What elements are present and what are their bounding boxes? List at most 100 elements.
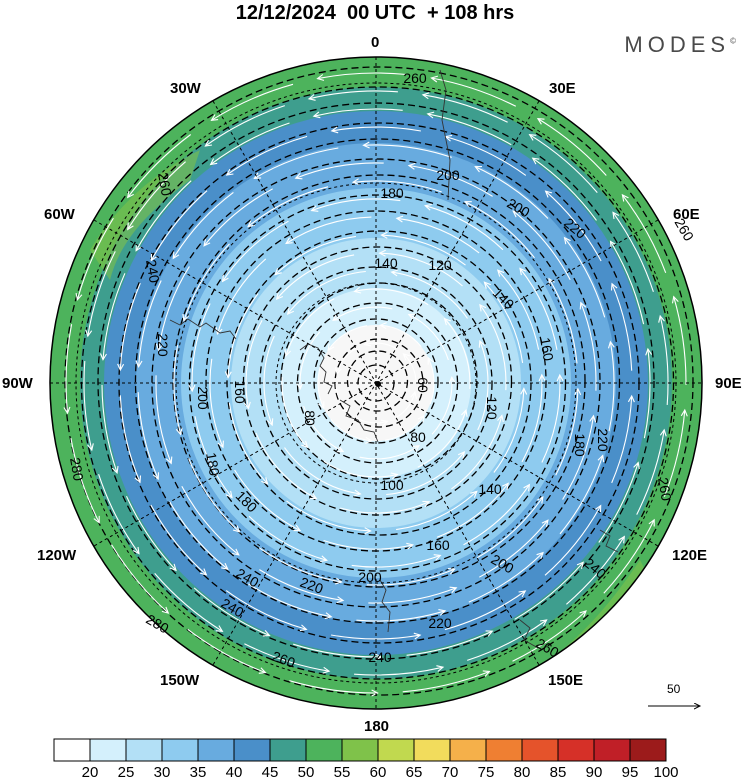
- colorbar-swatch: [629, 738, 667, 762]
- contour-label: 220: [595, 428, 611, 452]
- contour-line: [172, 174, 586, 588]
- lon-label-0: 0: [371, 34, 380, 51]
- streamline: [311, 198, 401, 212]
- reference-vector-label: 50: [667, 682, 681, 696]
- streamline: [621, 194, 667, 273]
- streamline: [544, 505, 602, 576]
- streamline-arrowhead: [449, 586, 458, 594]
- streamline: [83, 361, 93, 451]
- streamline: [636, 429, 665, 515]
- lon-label-30e: 30E: [549, 80, 576, 97]
- modes-logo: MODES©: [624, 32, 736, 58]
- contour-label: 180: [572, 433, 588, 457]
- streamline-arrowhead: [618, 535, 625, 544]
- streamline-arrowhead: [597, 454, 605, 463]
- streamline-arrowhead: [519, 267, 527, 276]
- streamline: [188, 458, 240, 533]
- streamline-arrowhead: [353, 489, 362, 497]
- streamline: [562, 415, 595, 500]
- streamline-arrowhead: [421, 92, 430, 100]
- streamline-arrowhead: [225, 168, 234, 176]
- streamline: [356, 610, 446, 622]
- streamline: [408, 314, 449, 361]
- streamline: [222, 220, 289, 282]
- streamline: [225, 590, 307, 630]
- streamline-arrowhead: [371, 689, 379, 697]
- streamline-arrowhead: [482, 670, 491, 677]
- streamline-arrowhead: [261, 477, 269, 485]
- streamline-arrowhead: [161, 606, 170, 614]
- streamline: [477, 496, 544, 559]
- height-contours: [64, 66, 694, 696]
- streamline-arrowhead: [327, 343, 335, 352]
- contour-label: 200: [358, 569, 382, 585]
- streamline: [210, 122, 290, 165]
- streamline: [580, 302, 597, 391]
- streamline-arrowhead: [332, 314, 340, 321]
- streamline: [293, 643, 382, 658]
- streamline-arrowhead: [336, 445, 345, 453]
- streamline-arrowhead: [318, 401, 325, 410]
- streamline: [444, 590, 526, 631]
- streamline: [354, 288, 429, 306]
- streamline: [281, 377, 308, 448]
- brand-copyright-mark: ©: [730, 36, 736, 46]
- streamline-arrowhead: [363, 339, 372, 347]
- streamline: [512, 610, 587, 662]
- streamline: [403, 353, 417, 384]
- streamline-arrowhead: [426, 111, 435, 119]
- streamline: [417, 410, 467, 468]
- lon-label-120w: 120W: [37, 547, 77, 564]
- streamline-arrowhead: [310, 205, 319, 212]
- colorbar-swatch: [485, 738, 523, 762]
- contour-line: [346, 350, 409, 412]
- contour-label: 260: [655, 476, 675, 502]
- streamline-arrowhead: [483, 281, 491, 289]
- streamline: [226, 135, 308, 176]
- lon-label-180: 180: [364, 718, 390, 735]
- streamline-arrowhead: [390, 269, 399, 277]
- streamline-arrowhead: [478, 339, 486, 348]
- streamline-arrowhead: [274, 268, 282, 276]
- streamline: [183, 243, 230, 321]
- streamline-arrowhead: [390, 472, 399, 480]
- streamline-arrowhead: [75, 292, 83, 301]
- streamline: [363, 144, 452, 158]
- streamline-arrowhead: [204, 139, 213, 147]
- streamline-arrowhead: [299, 624, 308, 632]
- streamline-arrowhead: [284, 349, 291, 357]
- streamline: [431, 377, 453, 435]
- streamline: [332, 306, 393, 321]
- streamline-arrowhead: [364, 527, 372, 535]
- coastline-segment: [299, 343, 333, 395]
- streamline-arrowhead: [150, 253, 158, 262]
- streamline: [519, 268, 558, 350]
- streamline-arrowhead: [63, 406, 71, 415]
- streamline: [76, 217, 114, 300]
- streamline-arrowhead: [286, 307, 295, 315]
- streamline: [287, 270, 366, 315]
- streamline: [187, 628, 266, 674]
- streamline-arrowhead: [309, 492, 318, 500]
- streamline: [150, 190, 208, 261]
- streamline: [564, 237, 606, 318]
- streamline: [313, 108, 403, 117]
- streamline-arrowhead: [232, 525, 241, 533]
- streamline-arrowhead: [93, 515, 100, 524]
- streamline: [255, 432, 317, 499]
- contour-label: 160: [232, 380, 248, 404]
- shade-patch: [90, 150, 200, 280]
- streamline: [493, 388, 525, 473]
- colorbar-swatch: [53, 738, 91, 762]
- colorbar-swatch: [305, 738, 343, 762]
- streamline-arrowhead: [334, 577, 343, 585]
- streamline-arrowhead: [589, 414, 597, 423]
- streamline: [431, 77, 517, 107]
- streamline: [276, 254, 355, 300]
- streamline-arrowhead: [424, 203, 432, 211]
- streamline-arrowhead: [633, 461, 640, 470]
- streamline: [259, 569, 344, 602]
- streamline: [98, 474, 140, 554]
- streamline: [497, 269, 540, 350]
- contour-label: 100: [380, 477, 404, 493]
